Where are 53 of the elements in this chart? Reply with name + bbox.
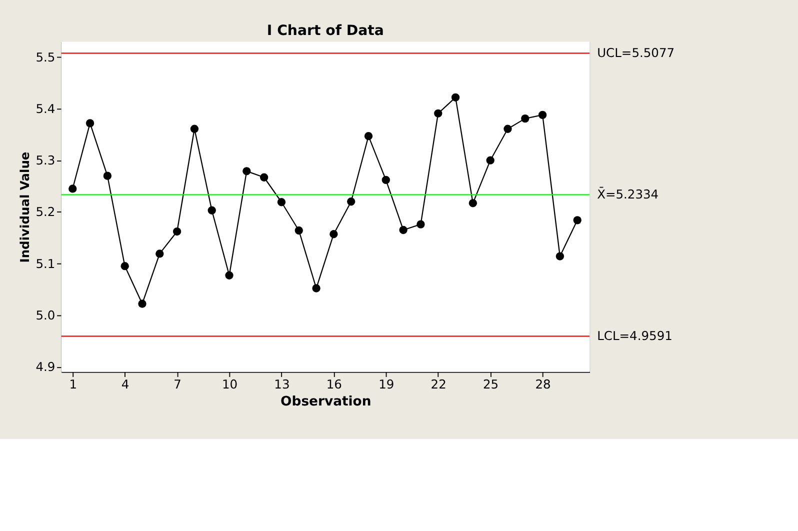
point — [468, 199, 478, 208]
point — [190, 124, 199, 133]
point — [451, 93, 460, 102]
y-tick-label: 5.1 — [36, 256, 56, 271]
point — [277, 198, 286, 206]
chart-title: I Chart of Data — [266, 23, 384, 40]
y-tick-label: 5.2 — [36, 205, 56, 220]
ref-line-label: LCL=4.9591 — [597, 328, 672, 343]
point — [486, 156, 494, 164]
point — [86, 119, 94, 128]
point — [294, 226, 303, 235]
y-tick-label: 5.4 — [36, 102, 56, 116]
ref-line-label: X̄=5.2334 — [597, 186, 659, 202]
point — [260, 173, 268, 182]
ref-line-label: UCL=5.5077 — [597, 46, 675, 60]
x-tick-label: 25 — [483, 377, 499, 392]
point — [172, 227, 182, 236]
point — [312, 284, 320, 292]
x-tick-label: 1 — [69, 377, 77, 392]
point — [364, 132, 373, 140]
point — [208, 206, 216, 214]
y-axis-title: Individual Value — [18, 152, 32, 263]
point — [521, 114, 530, 123]
point — [347, 198, 356, 206]
point — [138, 300, 146, 308]
point — [103, 172, 112, 180]
x-tick-label: 4 — [121, 377, 130, 392]
point — [330, 230, 338, 238]
point — [504, 124, 512, 133]
point — [399, 226, 408, 234]
point — [68, 184, 77, 193]
point — [434, 109, 442, 118]
y-tick-label: 5.5 — [36, 50, 56, 64]
point — [538, 110, 547, 120]
point — [556, 252, 564, 260]
y-tick-label: 5.3 — [36, 154, 56, 168]
point — [416, 220, 425, 228]
x-tick-label: 19 — [378, 377, 394, 392]
point — [156, 250, 164, 258]
x-tick-label: 10 — [222, 377, 238, 392]
point — [382, 176, 390, 184]
y-tick-label: 5.0 — [36, 308, 56, 322]
x-axis-title: Observation — [280, 394, 372, 410]
point — [242, 167, 251, 176]
x-tick-label: 13 — [274, 377, 290, 392]
point — [120, 262, 129, 270]
x-tick-label: 16 — [326, 377, 342, 392]
point — [573, 216, 582, 224]
x-tick-label: 28 — [535, 377, 551, 392]
y-tick-label: 4.9 — [36, 360, 56, 374]
point — [225, 271, 234, 280]
x-tick-label: 22 — [430, 377, 446, 392]
x-tick-label: 7 — [174, 377, 182, 392]
